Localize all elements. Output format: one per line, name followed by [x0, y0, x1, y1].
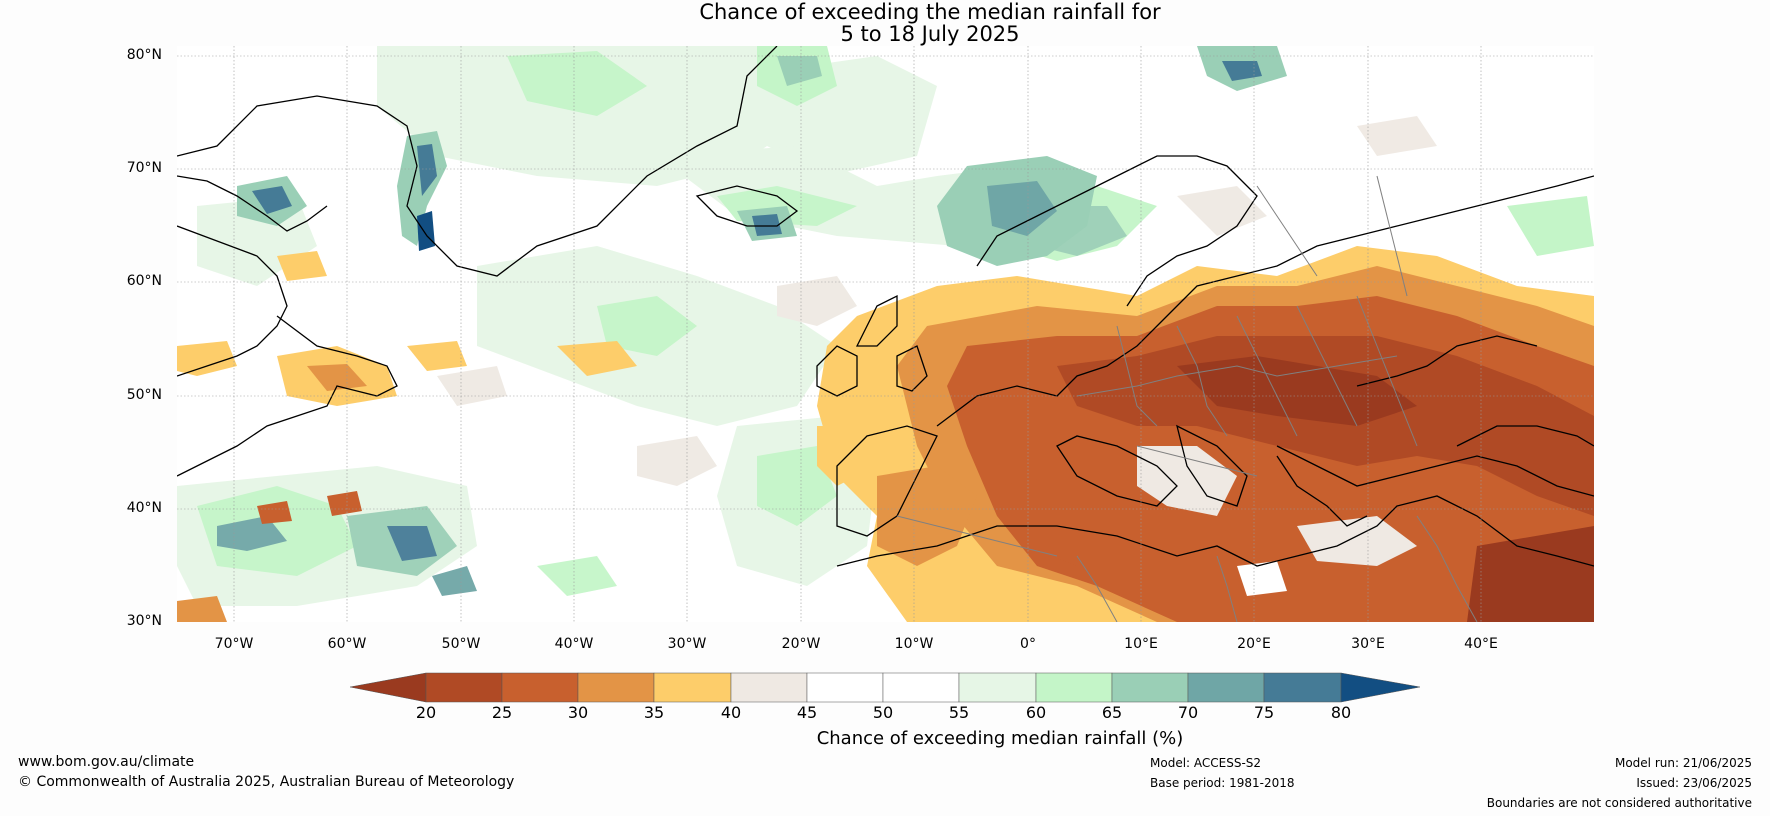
lat-label-30n: 30°N [126, 613, 162, 629]
colorbar-bin-10 [1111, 672, 1189, 703]
website-link[interactable]: www.bom.gov.au/climate [18, 754, 195, 770]
colorbar-tick: 65 [1101, 703, 1123, 722]
colorbar-bin-13 [1340, 672, 1420, 703]
lon-label-50w: 50°W [441, 636, 481, 652]
lon-label-40w: 40°W [554, 636, 594, 652]
colorbar-bin-4 [653, 672, 732, 703]
colorbar-bin-9 [1035, 672, 1113, 703]
colorbar-bin-0 [350, 672, 427, 703]
country-borders [896, 175, 1478, 622]
lon-label-30e: 30°E [1351, 636, 1385, 652]
colorbar-tick: 45 [796, 703, 818, 722]
copyright-text: © Commonwealth of Australia 2025, Austra… [18, 774, 515, 790]
lon-label-10w: 10°W [894, 636, 934, 652]
lat-label-80n: 80°N [126, 47, 162, 63]
lon-label-60w: 60°W [327, 636, 367, 652]
colorbar-tick: 70 [1177, 703, 1199, 722]
lon-label-70w: 70°W [214, 636, 254, 652]
lon-label-30w: 30°W [667, 636, 707, 652]
lat-label-40n: 40°N [126, 500, 162, 516]
coastlines [177, 46, 1594, 567]
colorbar [350, 672, 1420, 703]
colorbar-tick: 35 [643, 703, 665, 722]
colorbar-tick: 30 [567, 703, 589, 722]
dry-anomaly-fields [817, 246, 1594, 622]
colorbar-bin-6 [806, 672, 884, 703]
lon-label-20e: 20°E [1237, 636, 1271, 652]
colorbar-tick: 40 [720, 703, 742, 722]
colorbar-tick: 50 [872, 703, 894, 722]
rainfall-map [177, 46, 1594, 622]
boundaries-disclaimer: Boundaries are not considered authoritat… [1486, 796, 1752, 810]
gridlines [177, 46, 1594, 622]
colorbar-bin-12 [1263, 672, 1342, 703]
model-name: Model: ACCESS-S2 [1150, 756, 1262, 770]
colorbar-bin-8 [958, 672, 1037, 703]
colorbar-bin-3 [577, 672, 655, 703]
colorbar-tick: 75 [1253, 703, 1275, 722]
colorbar-label: Chance of exceeding median rainfall (%) [816, 728, 1184, 749]
colorbar-bin-7 [882, 672, 960, 703]
lon-label-20w: 20°W [781, 636, 821, 652]
model-run-date: Model run: 21/06/2025 [1614, 756, 1752, 770]
colorbar-bin-2 [501, 672, 579, 703]
colorbar-tick: 80 [1330, 703, 1352, 722]
colorbar-bin-11 [1187, 672, 1265, 703]
colorbar-tick: 60 [1025, 703, 1047, 722]
chart-title: Chance of exceeding the median rainfall … [699, 0, 1161, 24]
colorbar-tick: 25 [491, 703, 513, 722]
issued-date: Issued: 23/06/2025 [1636, 776, 1752, 790]
lat-label-50n: 50°N [126, 387, 162, 403]
colorbar-tick: 20 [415, 703, 437, 722]
wet-anomaly-patches [757, 46, 1594, 606]
lon-label-0: 0° [1020, 636, 1036, 652]
colorbar-tick: 55 [948, 703, 970, 722]
lon-label-10e: 10°E [1124, 636, 1158, 652]
chart-subtitle: 5 to 18 July 2025 [840, 22, 1020, 46]
lat-label-70n: 70°N [126, 160, 162, 176]
greenland-coast-patches [237, 131, 797, 251]
colorbar-bin-5 [730, 672, 808, 703]
lon-label-40e: 40°E [1464, 636, 1498, 652]
colorbar-bin-1 [425, 672, 503, 703]
lat-label-60n: 60°N [126, 273, 162, 289]
base-period: Base period: 1981-2018 [1150, 776, 1295, 790]
west-atlantic-dry-patches [177, 251, 637, 622]
